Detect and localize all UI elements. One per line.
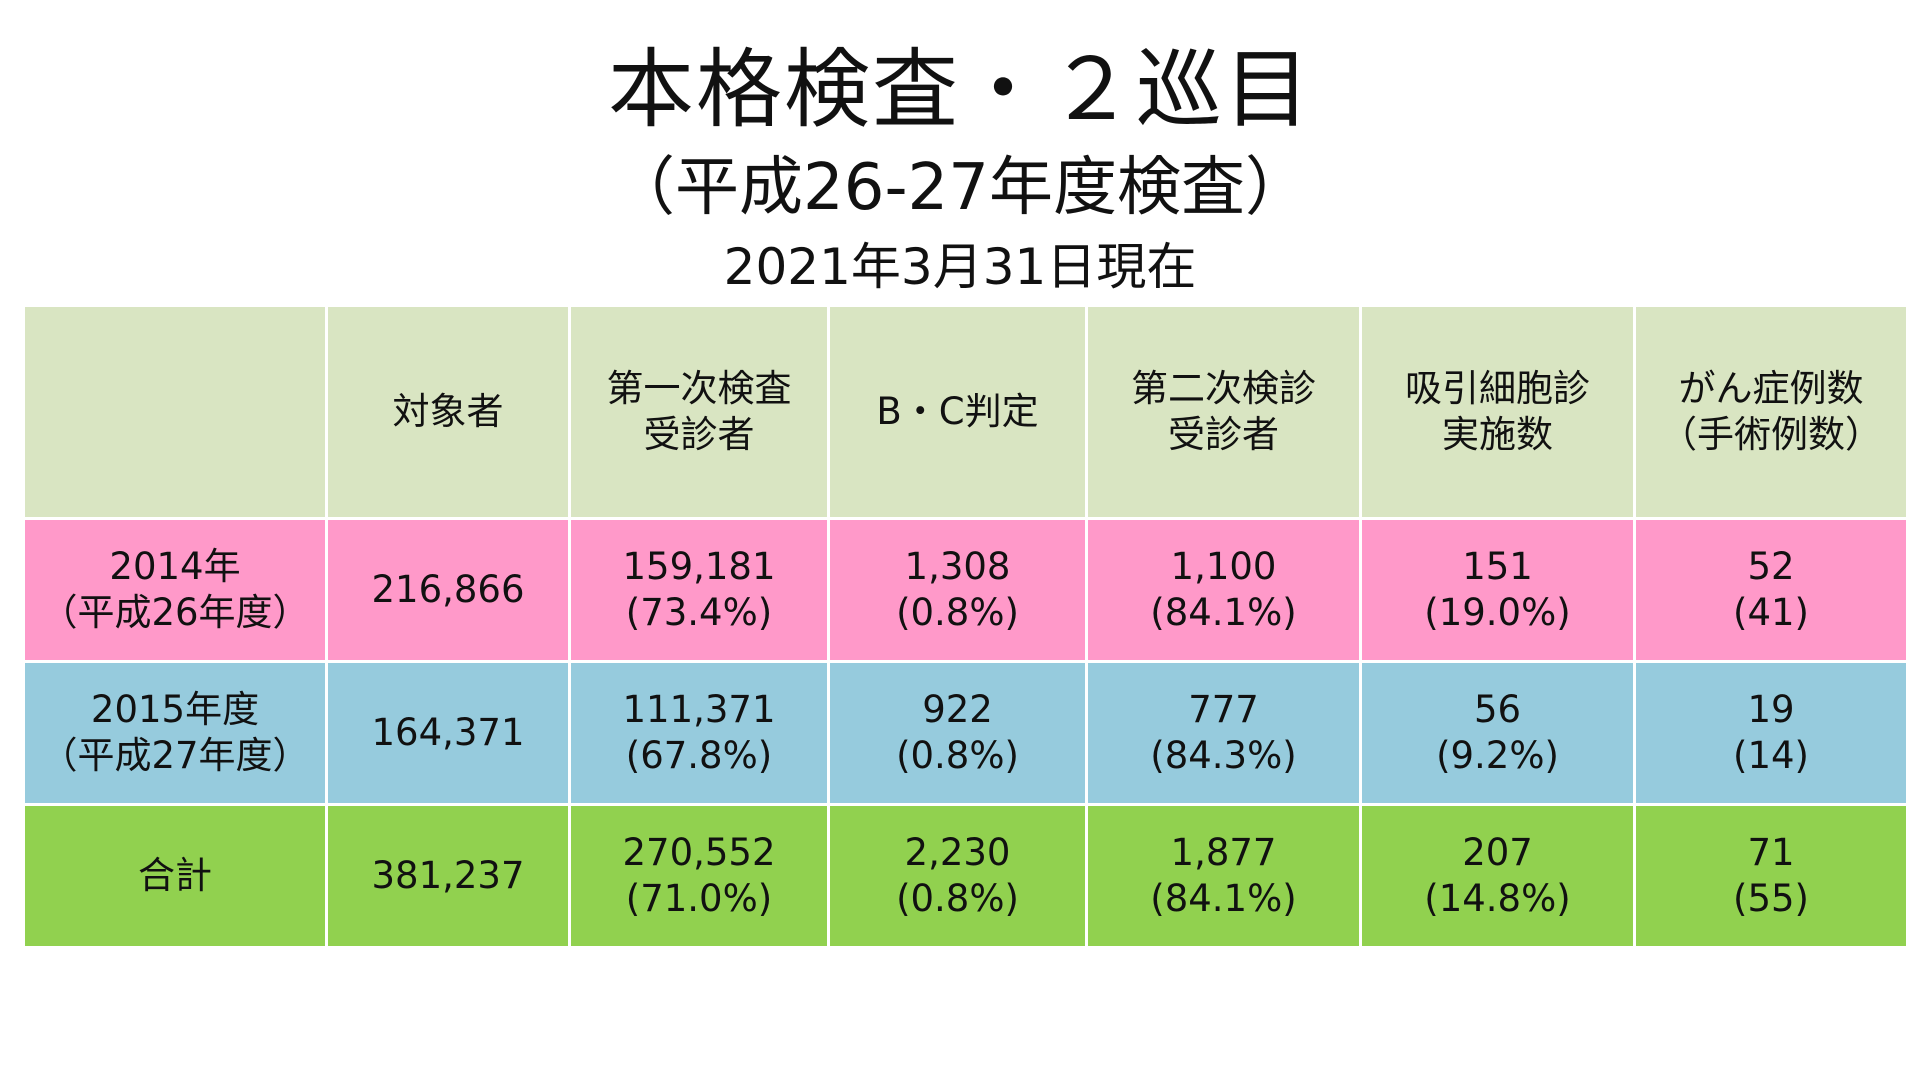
cell-value: 164,371 [371, 711, 525, 754]
cell-percent: (9.2%) [1436, 734, 1559, 777]
cell-secondary-exam: 1,100 (84.1%) [1085, 517, 1362, 663]
cell-percent: (71.0%) [625, 877, 773, 920]
page-subtitle: （平成26-27年度検査） [611, 151, 1309, 225]
cell-bc-judgement: 922 (0.8%) [827, 660, 1088, 806]
cell-target: 216,866 [325, 517, 571, 663]
page-title: 本格検査・２巡目 [608, 40, 1312, 140]
header-label: 第二次検診 [1131, 367, 1316, 410]
cell-value: 56 [1473, 688, 1522, 731]
cell-value: 2,230 [904, 831, 1011, 874]
cell-value: 52 [1747, 545, 1795, 588]
row-label: 2014年 [109, 545, 241, 588]
cell-target: 381,237 [325, 803, 571, 949]
header-cell-aspiration-cytology: 吸引細胞診 実施数 [1359, 304, 1636, 520]
row-label-sub: （平成27年度） [40, 734, 310, 777]
cell-surgery-count: (14) [1733, 734, 1809, 777]
header-label: （手術例数） [1660, 413, 1882, 456]
header-cell-target: 対象者 [325, 304, 571, 520]
table-row-2014: 2014年 （平成26年度） 216,866 159,181 (73.4%) 1… [22, 517, 1909, 663]
header-label: 吸引細胞診 [1405, 367, 1590, 410]
cell-percent: (0.8%) [896, 591, 1019, 634]
cell-value: 1,308 [904, 545, 1011, 588]
as-of-date: 2021年3月31日現在 [723, 238, 1197, 296]
row-label-sub: （平成26年度） [40, 591, 310, 634]
row-label-cell: 2014年 （平成26年度） [22, 517, 328, 663]
header-label: 実施数 [1442, 413, 1553, 456]
cell-secondary-exam: 777 (84.3%) [1085, 660, 1362, 806]
cell-value: 159,181 [622, 545, 776, 588]
cell-value: 216,866 [371, 568, 525, 611]
cell-primary-exam: 159,181 (73.4%) [568, 517, 830, 663]
cell-value: 270,552 [622, 831, 776, 874]
cell-value: 381,237 [371, 854, 525, 897]
cell-value: 19 [1747, 688, 1795, 731]
results-table: 対象者 第一次検査 受診者 B・C判定 第二次検診 受診者 吸引細胞診 実施数 [22, 304, 1909, 949]
cell-cancer-cases: 52 (41) [1633, 517, 1909, 663]
cell-percent: (84.1%) [1150, 877, 1297, 920]
row-label: 2015年度 [90, 688, 260, 731]
cell-bc-judgement: 2,230 (0.8%) [827, 803, 1088, 949]
cell-aspiration-cytology: 56 (9.2%) [1359, 660, 1636, 806]
cell-value: 1,100 [1170, 545, 1277, 588]
cell-percent: (14.8%) [1424, 877, 1571, 920]
cell-percent: (0.8%) [896, 877, 1019, 920]
cell-value: 922 [922, 688, 993, 731]
cell-percent: (73.4%) [625, 591, 773, 634]
header-row: 対象者 第一次検査 受診者 B・C判定 第二次検診 受診者 吸引細胞診 実施数 [22, 304, 1909, 520]
cell-cancer-cases: 71 (55) [1633, 803, 1909, 949]
cell-surgery-count: (55) [1733, 877, 1809, 920]
cell-value: 207 [1462, 831, 1533, 874]
header-label: 対象者 [392, 390, 504, 433]
cell-target: 164,371 [325, 660, 571, 806]
cell-aspiration-cytology: 151 (19.0%) [1359, 517, 1636, 663]
cell-cancer-cases: 19 (14) [1633, 660, 1909, 806]
cell-secondary-exam: 1,877 (84.1%) [1085, 803, 1362, 949]
cell-bc-judgement: 1,308 (0.8%) [827, 517, 1088, 663]
cell-percent: (84.3%) [1150, 734, 1297, 777]
cell-primary-exam: 111,371 (67.8%) [568, 660, 830, 806]
cell-percent: (19.0%) [1424, 591, 1571, 634]
header-label: 受診者 [1168, 413, 1279, 456]
header-cell-cancer-cases: がん症例数 （手術例数） [1633, 304, 1909, 520]
row-label-cell: 2015年度 （平成27年度） [22, 660, 328, 806]
header-cell-bc-judgement: B・C判定 [827, 304, 1088, 520]
title-block: 本格検査・２巡目 （平成26-27年度検査） 2021年3月31日現在 [0, 40, 1920, 300]
cell-percent: (67.8%) [625, 734, 773, 777]
header-label: B・C判定 [876, 390, 1039, 433]
results-table-container: 対象者 第一次検査 受診者 B・C判定 第二次検診 受診者 吸引細胞診 実施数 [22, 304, 1909, 949]
header-cell-secondary-exam: 第二次検診 受診者 [1085, 304, 1362, 520]
cell-primary-exam: 270,552 (71.0%) [568, 803, 830, 949]
header-cell-blank [22, 304, 328, 520]
table-row-2015: 2015年度 （平成27年度） 164,371 111,371 (67.8%) … [22, 660, 1909, 806]
cell-aspiration-cytology: 207 (14.8%) [1359, 803, 1636, 949]
cell-value: 151 [1462, 545, 1533, 588]
cell-value: 71 [1747, 831, 1795, 874]
header-label: 受診者 [643, 413, 755, 456]
header-label: がん症例数 [1678, 367, 1864, 410]
header-cell-primary-exam: 第一次検査 受診者 [568, 304, 830, 520]
cell-value: 1,877 [1170, 831, 1277, 874]
row-label: 合計 [138, 854, 212, 897]
cell-value: 111,371 [622, 688, 776, 731]
table-row-total: 合計 381,237 270,552 (71.0%) 2,230 (0.8%) … [22, 803, 1909, 949]
header-label: 第一次検査 [606, 367, 792, 410]
cell-percent: (0.8%) [896, 734, 1019, 777]
row-label-cell: 合計 [22, 803, 328, 949]
cell-value: 777 [1188, 688, 1259, 731]
cell-percent: (84.1%) [1150, 591, 1297, 634]
cell-surgery-count: (41) [1733, 591, 1809, 634]
